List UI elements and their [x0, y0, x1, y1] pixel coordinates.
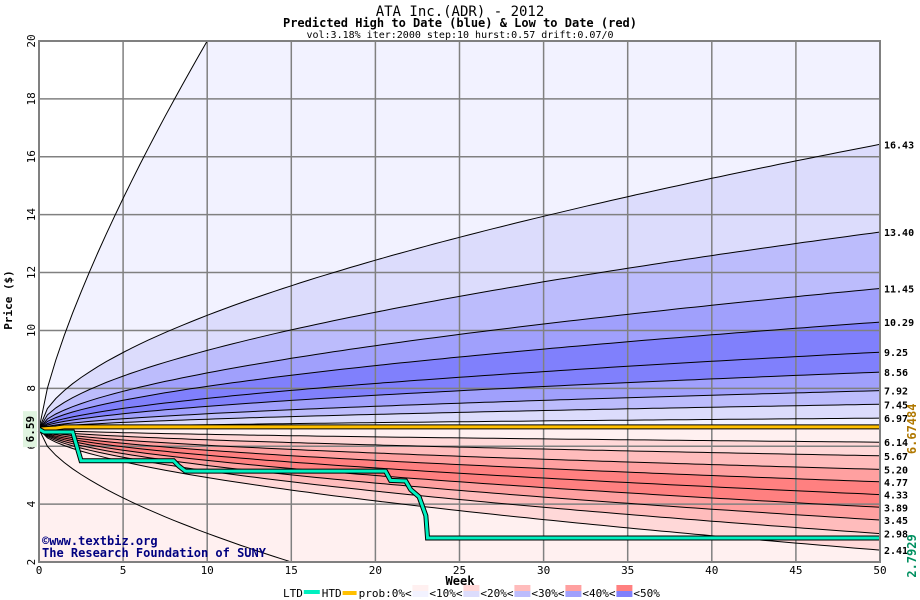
- percentile-curve: [38, 390, 881, 430]
- red-band: [39, 429, 880, 482]
- x-tick-label: 40: [705, 564, 718, 577]
- legend-ltd-swatch: [303, 590, 320, 594]
- x-tick-label: 25: [453, 564, 466, 577]
- axes: 05101520253035404550246810121416182016.4…: [23, 34, 919, 578]
- high-level-label: 6.97: [884, 414, 908, 425]
- low-level-label: 5.67: [884, 452, 908, 463]
- low-level-label: 5.20: [884, 465, 908, 476]
- plot-frame: [38, 40, 881, 563]
- chart-params: vol:3.18% iter:2000 step:10 hurst:0.57 d…: [306, 30, 613, 41]
- y-tick-label: 20: [25, 34, 38, 47]
- low-level-label: 6.14: [884, 438, 908, 449]
- percentile-curve: [38, 428, 881, 457]
- legend-prob-label: <50%: [633, 587, 660, 600]
- legend-red-swatch: [616, 585, 633, 591]
- x-tick-label: 45: [789, 564, 802, 577]
- legend-blue-swatch: [412, 591, 429, 597]
- low-level-label: 2.41: [884, 546, 908, 557]
- legend-blue-swatch: [565, 591, 582, 597]
- series-lines: [37, 424, 880, 541]
- high-level-label: 13.40: [884, 228, 914, 239]
- y-tick-label: 8: [25, 385, 38, 392]
- y-tick-label: 12: [25, 266, 38, 279]
- high-level-label: 8.56: [884, 368, 908, 379]
- percentile-curve: [38, 371, 881, 430]
- high-level-label: 10.29: [884, 318, 914, 329]
- red-band: [39, 429, 880, 562]
- ltd-end-label: 2.7929: [905, 534, 919, 577]
- percentile-curve: [38, 143, 881, 430]
- htd-line: [38, 425, 880, 431]
- x-tick-label: 15: [285, 564, 298, 577]
- blue-band: [39, 288, 880, 430]
- high-level-label: 7.92: [884, 387, 908, 398]
- legend-red-swatch: [514, 585, 531, 591]
- red-band: [39, 429, 880, 495]
- x-tick-label: 50: [873, 564, 886, 577]
- percentile-curve: [38, 288, 881, 430]
- percentile-curve: [38, 351, 881, 430]
- y-axis-label: Price ($): [2, 270, 15, 330]
- percentile-curve: [38, 428, 881, 443]
- htd-end-label: 6.67484: [905, 404, 919, 455]
- high-level-label: 11.45: [884, 284, 914, 295]
- percentile-curve: [38, 428, 881, 483]
- watermark-line-1: ©www.textbiz.org: [42, 534, 158, 548]
- chart-subtitle: Predicted High to Date (blue) & Low to D…: [283, 16, 637, 30]
- red-band: [39, 429, 880, 534]
- y-tick-label: 2: [25, 559, 38, 566]
- watermark-line-2: The Research Foundation of SUNY: [42, 546, 267, 560]
- red-band: [39, 429, 880, 521]
- legend-blue-swatch: [463, 591, 480, 597]
- legend-red-swatch: [565, 585, 582, 591]
- percentile-curve: [38, 231, 881, 430]
- low-level-label: 2.98: [884, 530, 908, 541]
- legend-red-swatch: [412, 585, 429, 591]
- high-level-label: 9.25: [884, 348, 908, 359]
- legend-htd-label: HTD: [322, 587, 342, 600]
- red-band: [39, 429, 880, 508]
- x-tick-label: 35: [621, 564, 634, 577]
- high-level-label: 16.43: [884, 140, 914, 151]
- y-tick-label: 4: [25, 500, 38, 507]
- y-tick-label: 14: [25, 208, 38, 222]
- low-level-label: 4.33: [884, 491, 908, 502]
- chart-title: ATA Inc.(ADR) - 2012: [376, 4, 545, 20]
- ltd-line: [38, 427, 880, 540]
- low-level-label: 3.45: [884, 516, 908, 527]
- legend-prob-label: <40%<: [582, 587, 615, 600]
- low-level-label: 4.77: [884, 478, 908, 489]
- percentile-curve: [38, 403, 881, 430]
- legend: LTD HTD prob:0%< <10%< <20%< <30%< <40%< <50%: [283, 585, 660, 600]
- high-level-label: 7.45: [884, 400, 908, 411]
- y-tick-label: 18: [25, 92, 38, 105]
- legend-prob-label: <20%<: [480, 587, 513, 600]
- x-tick-label: 30: [537, 564, 550, 577]
- y-tick-label: 10: [25, 324, 38, 337]
- percentile-curve: [38, 428, 881, 496]
- x-tick-label: 20: [369, 564, 382, 577]
- red-band: [39, 429, 880, 551]
- legend-prob-label: prob:0%<: [359, 587, 412, 600]
- x-tick-label: 5: [120, 564, 127, 577]
- low-level-label: 3.89: [884, 503, 908, 514]
- legend-red-swatch: [463, 585, 480, 591]
- percentile-curve: [38, 428, 881, 508]
- start-label-bg: [23, 411, 37, 448]
- legend-htd-swatch: [342, 591, 357, 595]
- percentile-curve: [38, 321, 881, 430]
- legend-blue-swatch: [514, 591, 531, 597]
- x-axis-label: Week: [446, 574, 476, 588]
- legend-prob-label: <30%<: [531, 587, 564, 600]
- legend-ltd-label: LTD: [283, 587, 303, 600]
- percentile-curve: [38, 428, 881, 470]
- percentile-curve: [38, 428, 881, 521]
- start-price-label: 6.59: [24, 416, 37, 443]
- y-tick-label: 16: [25, 150, 38, 163]
- legend-prob-label: <10%<: [429, 587, 462, 600]
- legend-blue-swatch: [616, 591, 633, 597]
- x-tick-label: 0: [36, 564, 43, 577]
- x-tick-label: 10: [201, 564, 214, 577]
